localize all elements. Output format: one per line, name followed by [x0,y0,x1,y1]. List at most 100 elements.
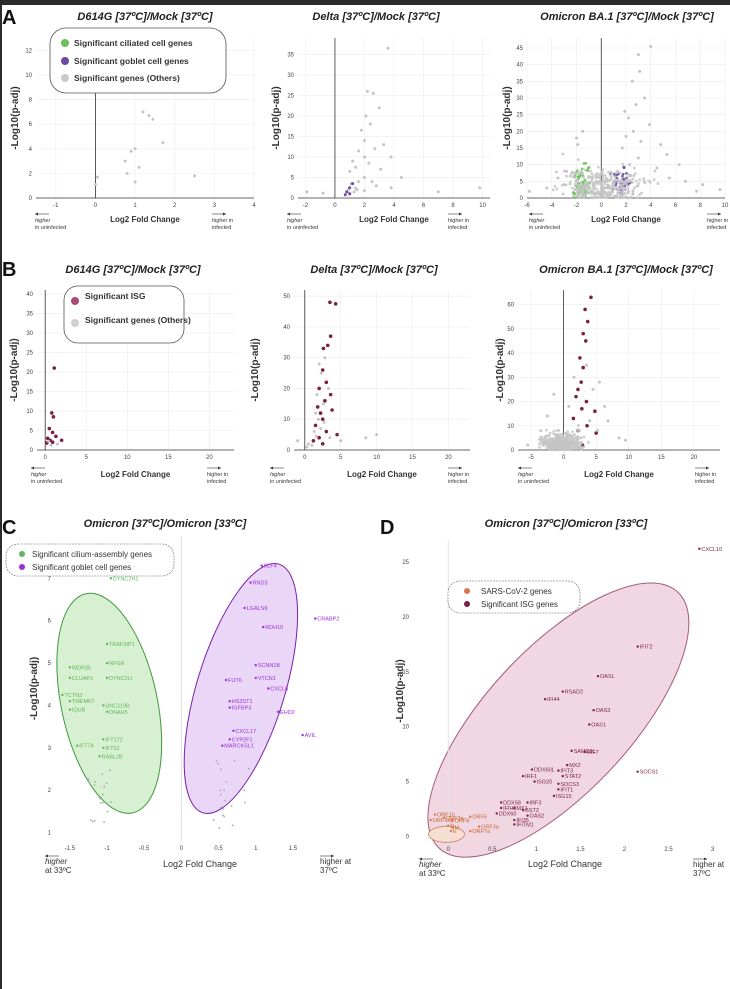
data-point [561,445,564,449]
data-point [589,180,592,184]
data-point [572,436,576,440]
x-tick-label: 0 [562,455,566,461]
data-point [570,170,574,174]
data-point [652,178,656,182]
y-tick-label: 40 [26,292,33,298]
data-label: CRABP2 [317,617,339,623]
data-point [557,434,561,438]
data-point [499,806,503,810]
data-point [364,114,368,118]
data-point [609,187,613,191]
data-point [399,175,403,179]
x-tick-label: -1.5 [65,846,76,852]
y-tick-label: 25 [287,93,294,99]
data-point [513,823,516,826]
y-tick-label: 35 [26,311,33,317]
data-label: RDH10 [265,625,283,631]
data-point [601,168,605,172]
y-tick-label: 40 [283,325,290,331]
legend-box [49,27,227,94]
data-point [102,746,105,750]
data-point [89,819,92,822]
data-point [578,187,582,190]
data-point [575,429,579,432]
data-point [586,166,590,170]
data-point [648,123,652,127]
data-point [318,411,323,415]
data-point [98,755,101,758]
data-point [615,173,619,177]
data-point [634,179,638,183]
data-point [254,676,257,680]
data-point [103,821,105,824]
data-point [320,442,325,446]
cluster-ellipse-cilium [56,592,163,814]
data-point [609,174,612,178]
x-tick-label: 4 [649,203,653,209]
data-point [581,192,585,195]
legend-box [5,543,175,577]
data-point [542,442,546,446]
data-point [609,178,613,182]
data-point [228,738,231,741]
x-tick-label: 20 [206,455,213,461]
data-point [323,356,327,360]
data-point [93,182,97,186]
data-point [608,191,612,195]
data-point [343,193,347,197]
cluster-ellipse-goblet [183,563,299,814]
legend-marker-sars [464,588,470,594]
x-tick-label: 0 [333,203,337,209]
chart-title: Omicron BA.1 [37ºC]/Mock [37ºC] [539,264,713,276]
data-point [76,744,79,747]
data-point [636,156,640,160]
data-label: MARCKSL1 [224,744,254,750]
data-point [638,178,642,182]
data-point [552,392,556,396]
data-point [649,180,652,184]
data-point [311,438,316,443]
data-point [576,423,580,427]
data-point [365,89,369,93]
data-point [552,432,556,436]
data-point [105,782,108,785]
data-point [133,180,137,184]
legend-panel-b: Significant ISG Significant genes (Other… [63,285,191,344]
data-point [326,386,330,390]
data-point [579,191,583,195]
data-point [659,143,663,147]
data-point [638,193,641,196]
data-point [594,191,597,195]
data-point [513,818,516,822]
data-point [546,434,550,438]
x-tick-label: 20 [691,455,698,461]
data-label: RSAD2 [565,690,583,696]
x-tick-label: 0 [94,203,98,209]
note-left: higher in uninfected [31,472,62,485]
x-axis-label: Log2 Fold Change [528,859,602,869]
x-tick-label: 0 [44,455,48,461]
data-point [603,174,607,177]
data-point [575,191,579,195]
data-point [584,182,588,186]
data-label: TMEM67 [72,699,94,705]
data-point [629,195,633,199]
data-point [603,404,607,408]
data-point [561,192,565,196]
data-label: FUT6 [228,678,242,684]
data-point [219,793,222,796]
data-point [527,189,531,193]
legend-marker-cilium [19,551,25,557]
data-point [607,170,610,174]
data-point [561,435,565,439]
data-point [351,182,355,186]
note-left: higher in uninfected [529,218,560,231]
x-tick-label: 2 [623,847,627,853]
data-point [317,386,321,391]
data-point [315,393,319,397]
x-tick-label: 15 [658,455,665,461]
data-point [314,411,318,415]
y-tick-label: 10 [25,73,32,79]
data-label: N [450,824,454,830]
data-point [628,180,632,184]
